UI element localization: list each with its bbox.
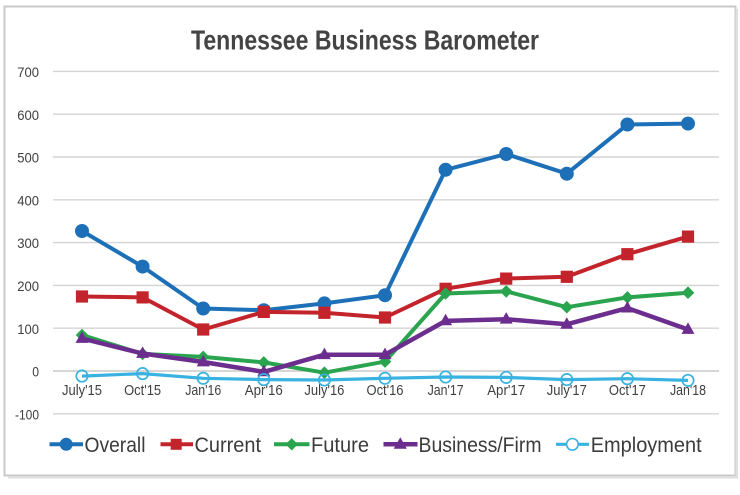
svg-text:July'16: July'16 <box>304 383 344 399</box>
svg-text:500: 500 <box>17 150 39 166</box>
svg-text:Future: Future <box>311 434 369 457</box>
svg-text:Current: Current <box>195 434 262 457</box>
svg-text:July'17: July'17 <box>547 383 587 399</box>
svg-text:Oct'16: Oct'16 <box>367 383 404 399</box>
svg-text:July'15: July'15 <box>62 383 102 399</box>
svg-text:Apr'16: Apr'16 <box>245 383 283 399</box>
svg-text:Oct'17: Oct'17 <box>609 383 646 399</box>
svg-text:Tennessee Business Barometer: Tennessee Business Barometer <box>191 25 539 56</box>
svg-text:Jan'18: Jan'18 <box>670 383 706 399</box>
svg-text:600: 600 <box>17 107 39 123</box>
svg-text:200: 200 <box>17 278 39 294</box>
svg-text:Overall: Overall <box>85 434 146 457</box>
svg-text:Business/Firm: Business/Firm <box>419 434 542 457</box>
svg-text:Apr'17: Apr'17 <box>487 383 525 399</box>
svg-text:Oct'15: Oct'15 <box>124 383 161 399</box>
svg-text:0: 0 <box>32 364 39 380</box>
svg-text:100: 100 <box>17 321 39 337</box>
svg-text:-100: -100 <box>15 406 39 422</box>
svg-text:Jan'17: Jan'17 <box>428 383 464 399</box>
svg-text:700: 700 <box>17 64 39 80</box>
svg-text:300: 300 <box>17 235 39 251</box>
svg-text:400: 400 <box>17 192 39 208</box>
svg-text:Employment: Employment <box>591 434 702 457</box>
svg-text:Jan'16: Jan'16 <box>185 383 221 399</box>
